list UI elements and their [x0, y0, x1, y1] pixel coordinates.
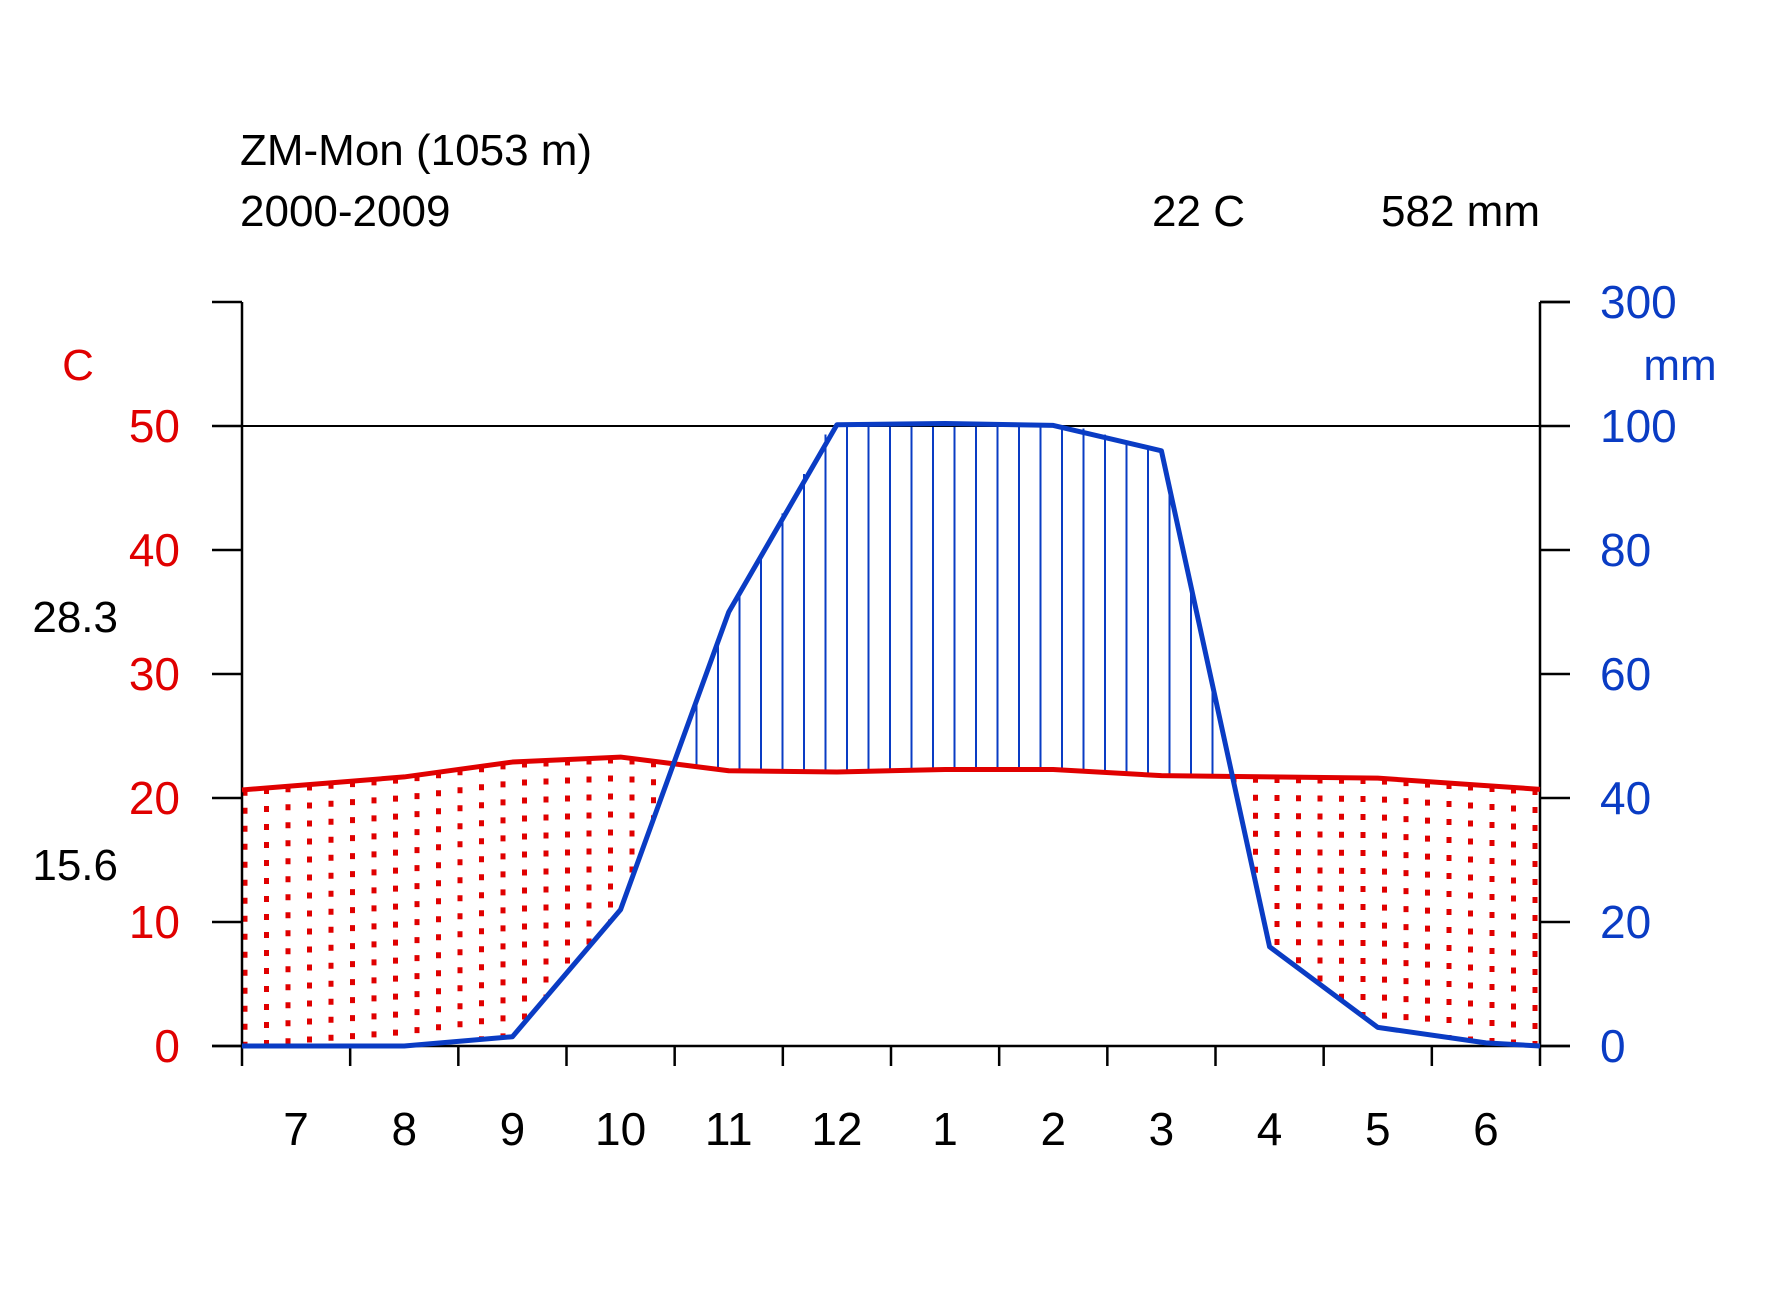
- fill-areas: [242, 423, 1538, 1046]
- right-tick-label: 100: [1600, 400, 1677, 452]
- right-tick-label: 80: [1600, 524, 1651, 576]
- chart-subtitle: 2000-2009: [240, 187, 450, 236]
- x-tick-label: 7: [283, 1103, 309, 1155]
- right-tick-label: 40: [1600, 772, 1651, 824]
- side-label-lower: 15.6: [32, 841, 118, 890]
- precipitation-unit-label: mm: [1643, 341, 1716, 390]
- x-tick-label: 12: [811, 1103, 862, 1155]
- x-tick-label: 8: [391, 1103, 417, 1155]
- x-tick-label: 10: [595, 1103, 646, 1155]
- temperature-line: [241, 754, 1541, 793]
- x-tick-label: 2: [1040, 1103, 1066, 1155]
- x-tick-label: 1: [932, 1103, 958, 1155]
- x-tick-label: 4: [1257, 1103, 1283, 1155]
- x-tick-label: 6: [1473, 1103, 1499, 1155]
- left-tick-label: 30: [129, 648, 180, 700]
- annual-precipitation-label: 582 mm: [1381, 187, 1540, 236]
- left-tick-label: 50: [129, 400, 180, 452]
- right-tick-label: 60: [1600, 648, 1651, 700]
- right-tick-label: 20: [1600, 896, 1651, 948]
- precipitation-line: [242, 421, 1541, 1049]
- x-tick-label: 11: [705, 1103, 753, 1155]
- left-tick-label: 10: [129, 896, 180, 948]
- text-labels: ZM-Mon (1053 m) 2000-2009 22 C 582 mm C …: [32, 126, 1716, 1155]
- x-tick-label: 3: [1149, 1103, 1175, 1155]
- x-tick-label: 9: [500, 1103, 526, 1155]
- series-lines: [241, 421, 1541, 1049]
- left-tick-label: 0: [154, 1020, 180, 1072]
- temperature-unit-label: C: [62, 341, 94, 390]
- right-tick-label: 0: [1600, 1020, 1626, 1072]
- side-label-upper: 28.3: [32, 593, 118, 642]
- mean-temperature-label: 22 C: [1152, 187, 1245, 236]
- right-tick-label: 300: [1600, 276, 1677, 328]
- left-tick-label: 40: [129, 524, 180, 576]
- left-tick-label: 20: [129, 772, 180, 824]
- chart-title: ZM-Mon (1053 m): [240, 126, 592, 175]
- x-tick-label: 5: [1365, 1103, 1391, 1155]
